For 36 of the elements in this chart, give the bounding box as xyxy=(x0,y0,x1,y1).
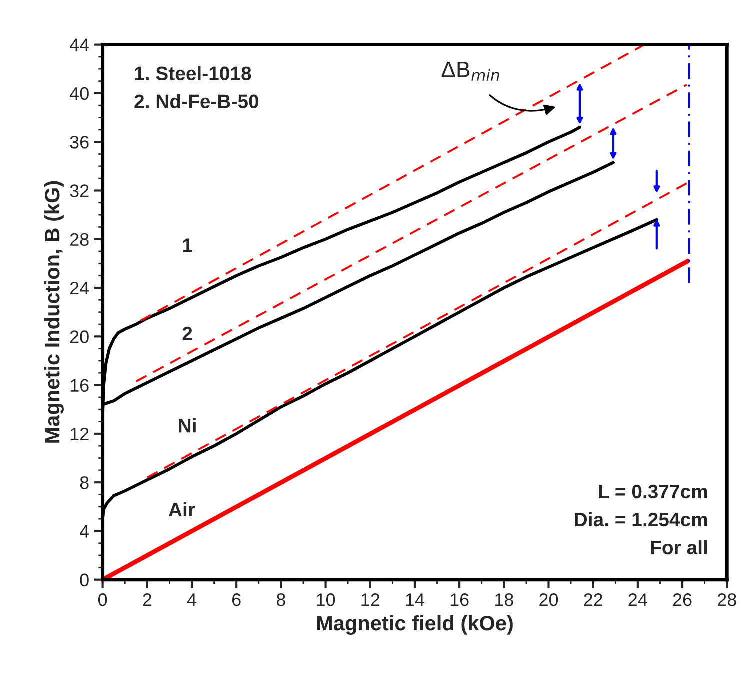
x-tick-label: 4 xyxy=(187,594,196,606)
x-tick-label: 10 xyxy=(317,594,336,606)
text: 1 xyxy=(183,238,192,252)
x-tick-label: 26 xyxy=(673,594,692,606)
annotation: 1. Steel-1018 2. Nd-Fe-B-50 xyxy=(134,66,259,108)
y-tick-label: 36 xyxy=(70,136,89,149)
x-tick-label: 12 xyxy=(362,594,380,606)
y-tick-label: 40 xyxy=(70,87,89,100)
x-tick-label: 8 xyxy=(276,594,286,606)
x-tick-label: 22 xyxy=(584,594,602,606)
y-tick-label: 0 xyxy=(80,574,89,587)
y-tick-label: 20 xyxy=(70,330,89,344)
y-tick-label: 12 xyxy=(70,428,89,440)
x-tick-label: 0 xyxy=(98,594,108,606)
x-tick-label: 16 xyxy=(450,594,469,606)
annotation: L = 0.377cm Dia. = 1.254cm For all xyxy=(575,484,708,555)
y-tick-label: 44 xyxy=(70,38,90,52)
x-tick-label: 28 xyxy=(718,594,736,606)
x-tick-label: 20 xyxy=(540,594,558,606)
y-tick-label: 24 xyxy=(70,282,90,295)
x-tick-label: 14 xyxy=(406,594,424,606)
x-tick-label: 6 xyxy=(232,594,241,606)
x-tick-label: 18 xyxy=(495,594,514,606)
series-label: 2 xyxy=(182,326,192,340)
series-label: Air xyxy=(168,502,196,517)
series-label: Ni xyxy=(179,418,196,433)
y-tick-label: 28 xyxy=(70,233,89,246)
y-axis-title: Magnetic Induction, B (kG) xyxy=(44,181,64,443)
y-tick-label: 16 xyxy=(70,379,89,392)
y-tick-label: 32 xyxy=(70,184,89,198)
annotation: ΔB$_{min}$ xyxy=(442,62,500,81)
x-axis-title: Magnetic field (kOe) xyxy=(317,615,513,635)
x-tick-label: 24 xyxy=(628,594,648,606)
x-tick-label: 2 xyxy=(143,594,152,606)
y-tick-label: 8 xyxy=(80,476,89,490)
y-tick-label: 4 xyxy=(80,525,90,538)
